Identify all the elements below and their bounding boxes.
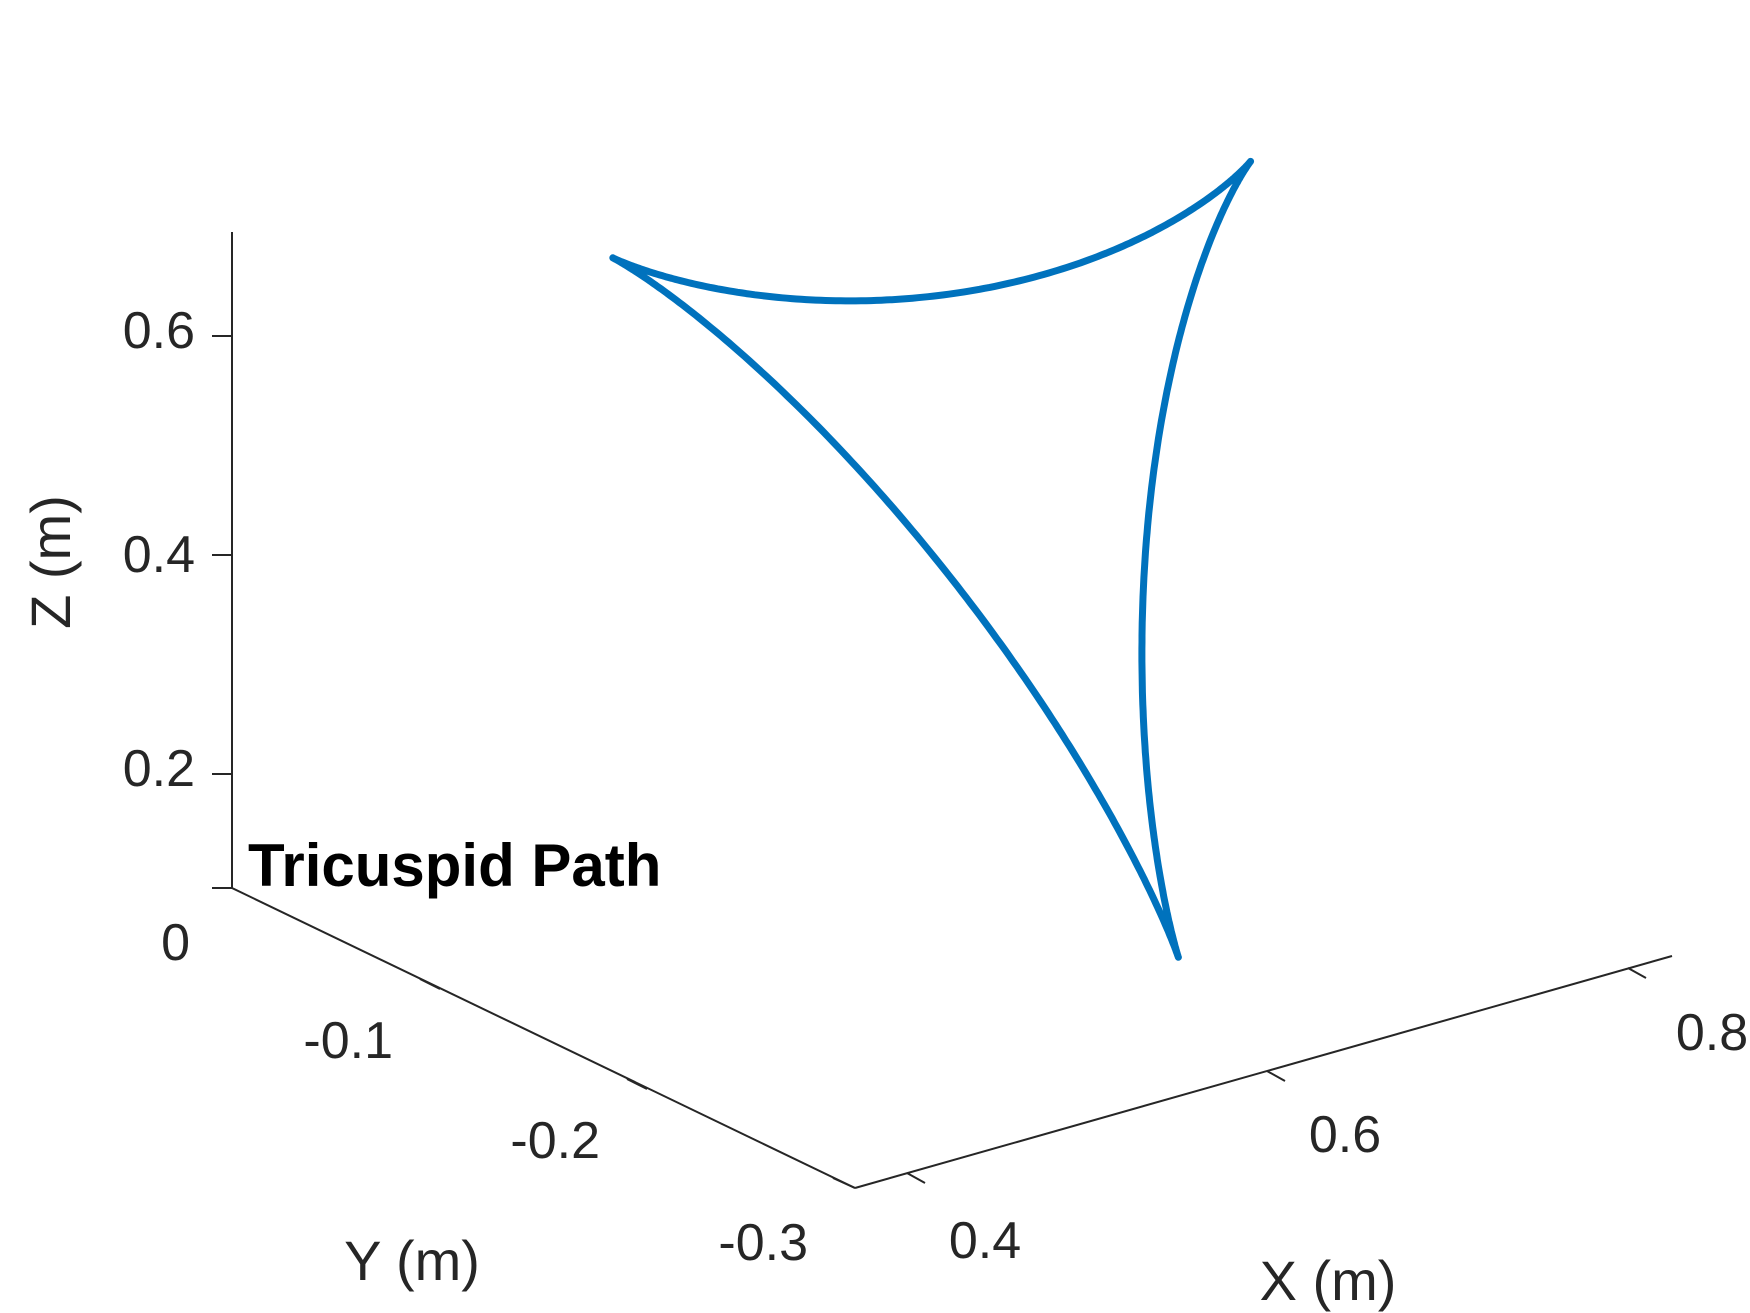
z-tick-label: 0.2 <box>123 740 195 798</box>
z-axis-label: Z (m) <box>19 495 82 629</box>
y-tick-mark <box>419 978 441 990</box>
z-tick-label: 0.4 <box>123 526 195 584</box>
y-tick-mark <box>626 1078 648 1090</box>
z-tick-label: 0.6 <box>123 302 195 360</box>
x-tick-mark <box>906 1172 926 1184</box>
x-axis-label: X (m) <box>1260 1249 1397 1312</box>
axes: 0.6 0.4 0.2 0 -0.1 -0.2 -0.3 0.4 0.6 0.8… <box>19 232 1748 1312</box>
y-axis-label: Y (m) <box>344 1229 480 1292</box>
x-tick-mark <box>1627 967 1647 979</box>
y-tick-label: -0.3 <box>718 1214 808 1272</box>
y-tick-label: -0.2 <box>510 1112 600 1170</box>
y-tick-label: 0 <box>161 914 190 972</box>
x-tick-mark <box>1266 1070 1286 1082</box>
y-axis-line <box>231 887 856 1189</box>
y-tick-label: -0.1 <box>303 1012 393 1070</box>
x-tick-label: 0.6 <box>1309 1106 1381 1164</box>
x-axis-line <box>854 955 1673 1189</box>
y-tick-mark <box>832 1177 856 1189</box>
plot-area <box>609 157 1255 961</box>
x-tick-label: 0.4 <box>949 1212 1021 1270</box>
x-tick-label: 0.8 <box>1676 1004 1748 1062</box>
series-line <box>609 157 1255 961</box>
chart-title: Tricuspid Path <box>248 832 661 899</box>
